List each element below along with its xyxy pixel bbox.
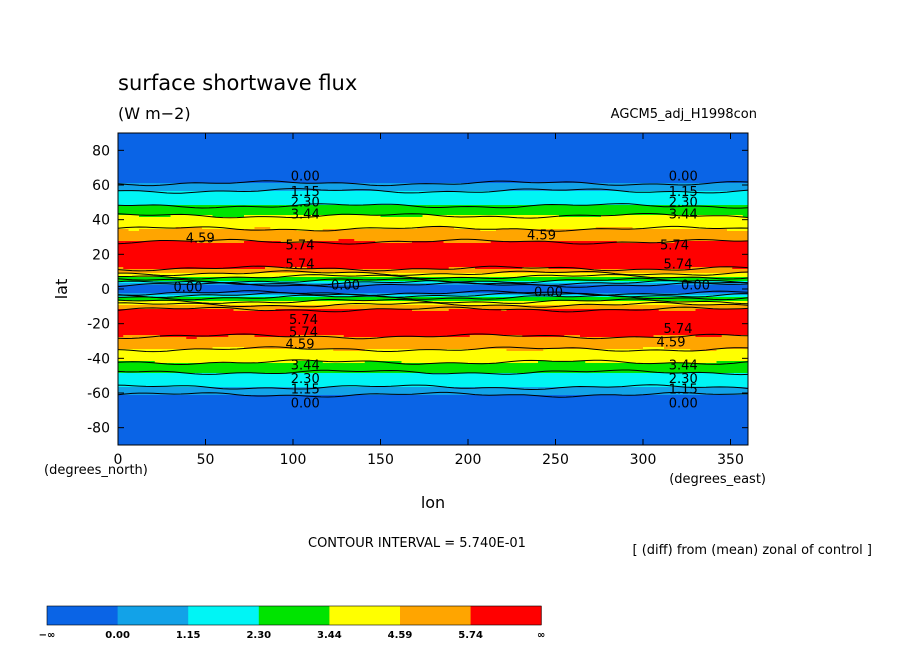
plot-area <box>118 133 749 446</box>
chart-units: (W m−2) <box>118 104 191 123</box>
experiment-label: AGCM5_adj_H1998con <box>611 107 757 122</box>
chart-title: surface shortwave flux <box>118 71 357 95</box>
